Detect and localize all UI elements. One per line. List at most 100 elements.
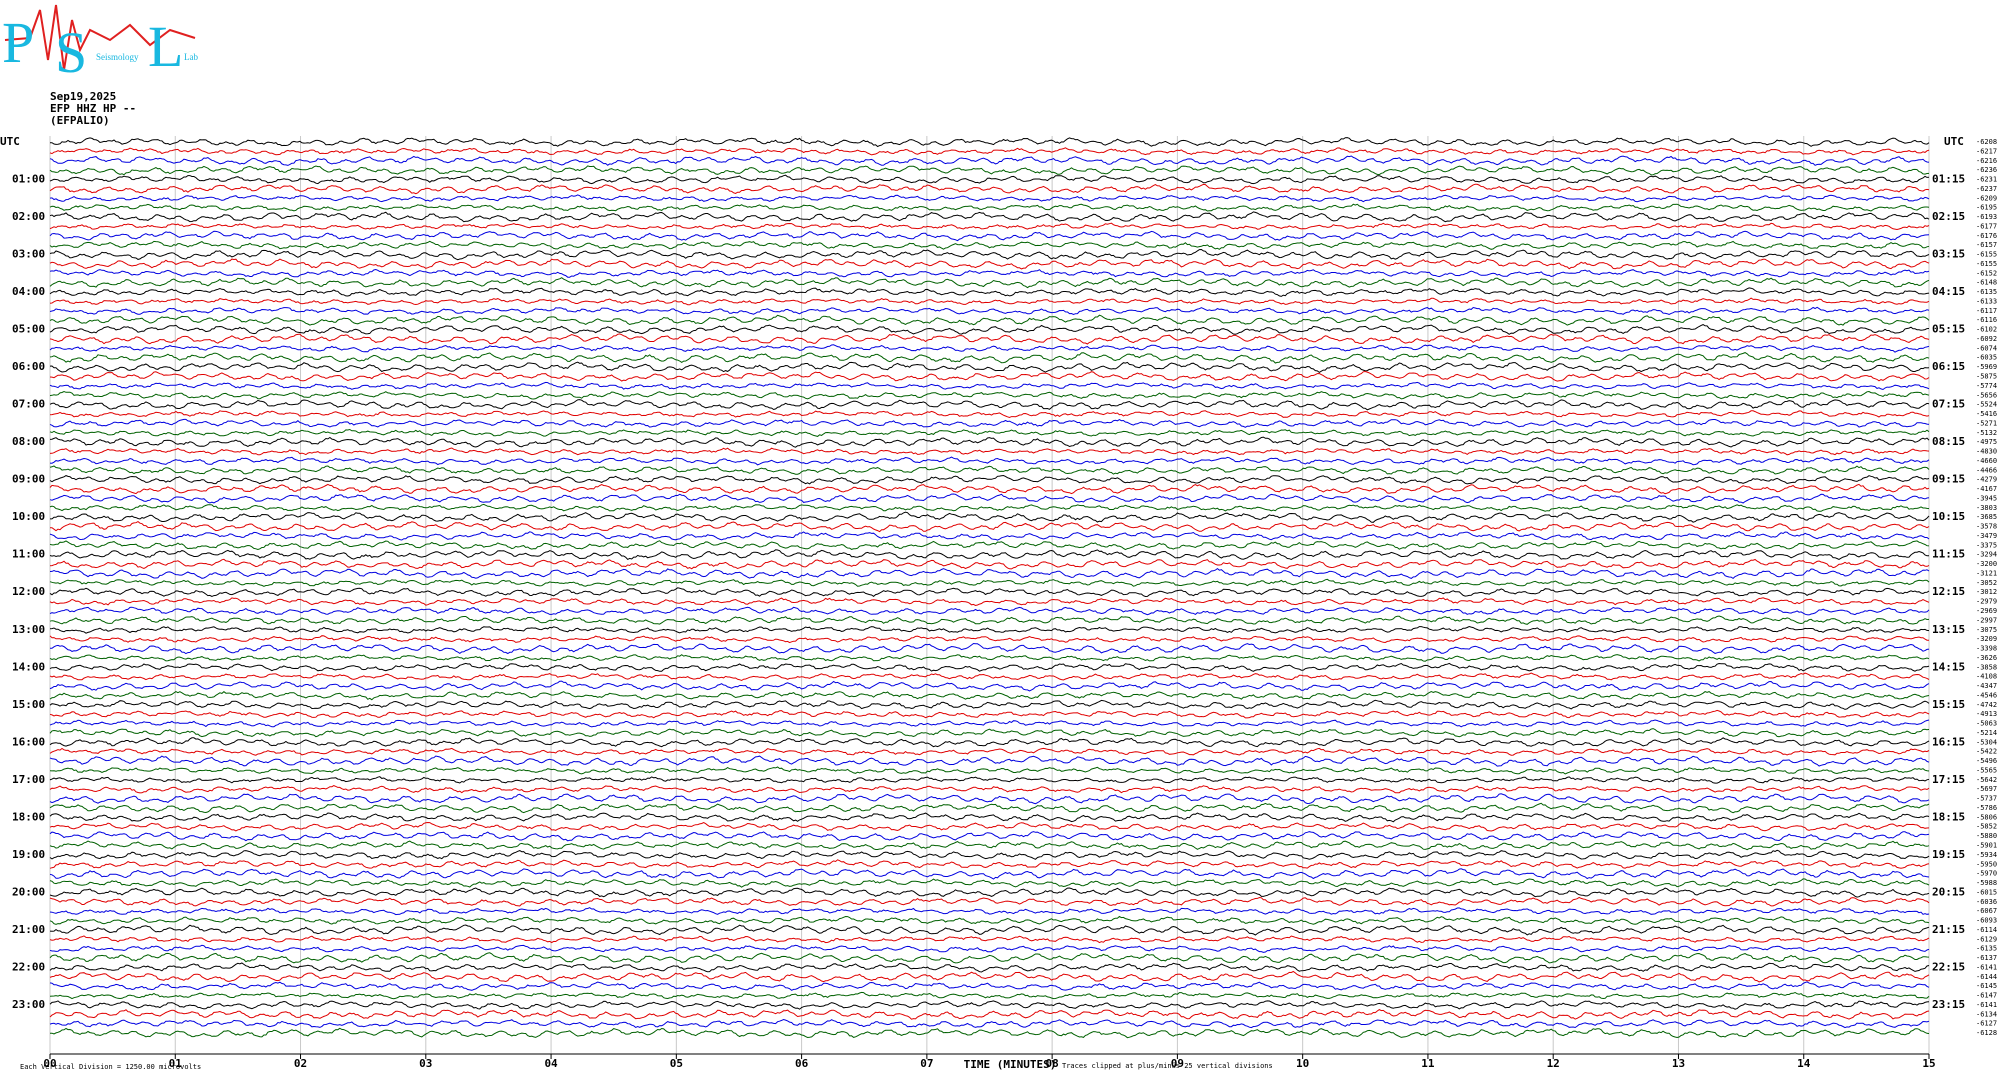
hour-label: 12:00 xyxy=(12,585,45,598)
trace-offset: -3294 xyxy=(1976,551,1997,559)
trace xyxy=(49,915,1930,925)
hour-label: 17:15 xyxy=(1932,773,1965,786)
trace xyxy=(49,203,1930,212)
trace-offset: -3626 xyxy=(1976,654,1997,662)
hour-label: 03:15 xyxy=(1932,248,1965,261)
trace xyxy=(49,211,1930,223)
trace-offset: -6092 xyxy=(1976,335,1997,343)
trace xyxy=(49,381,1930,391)
trace-offset: -5774 xyxy=(1976,382,1997,390)
trace xyxy=(49,944,1930,953)
hour-label: 19:00 xyxy=(12,848,45,861)
trace xyxy=(49,747,1930,756)
trace xyxy=(49,766,1930,775)
hour-label: 03:00 xyxy=(12,248,45,261)
trace-offset: -6147 xyxy=(1976,992,1997,1000)
trace-offset: -5416 xyxy=(1976,410,1997,418)
trace xyxy=(49,859,1930,869)
trace xyxy=(49,578,1930,587)
trace-offset: -6129 xyxy=(1976,935,1997,943)
trace-offset: -5737 xyxy=(1976,795,1997,803)
hour-label: 09:00 xyxy=(12,473,45,486)
logo-letter: L xyxy=(148,14,183,79)
trace xyxy=(49,709,1930,719)
trace xyxy=(49,194,1930,203)
trace xyxy=(49,465,1930,475)
trace xyxy=(49,344,1930,353)
trace xyxy=(49,248,1930,261)
trace-offset: -5988 xyxy=(1976,879,1997,887)
trace xyxy=(49,1009,1930,1020)
trace-offset: -3803 xyxy=(1976,504,1997,512)
x-tick-label: 08 xyxy=(1046,1057,1059,1070)
trace-offset: -6236 xyxy=(1976,166,1997,174)
logo-wave xyxy=(4,4,196,71)
trace-offset: -3209 xyxy=(1976,635,1997,643)
hour-label: 14:00 xyxy=(12,660,45,673)
trace xyxy=(49,642,1930,655)
logo: P S L Seismology Lab xyxy=(2,4,198,85)
trace xyxy=(49,699,1930,710)
trace xyxy=(49,324,1930,335)
trace-offset: -6117 xyxy=(1976,307,1997,315)
hour-label: 04:15 xyxy=(1932,285,1965,298)
left-header: UTC xyxy=(0,135,20,148)
trace-offset: -6152 xyxy=(1976,269,1997,277)
trace-offset: -5901 xyxy=(1976,842,1997,850)
logo-letter: S xyxy=(55,20,87,85)
trace xyxy=(49,390,1930,400)
header-text: EFP HHZ HP -- xyxy=(50,102,136,115)
x-tick-label: 13 xyxy=(1672,1057,1685,1070)
trace xyxy=(49,887,1930,898)
trace xyxy=(49,606,1930,616)
logo-word: Seismology xyxy=(96,52,139,62)
trace xyxy=(49,268,1930,278)
x-axis-label: TIME (MINUTES) xyxy=(964,1058,1057,1071)
trace-offset: -3945 xyxy=(1976,494,1997,502)
trace-offset: -6195 xyxy=(1976,204,1997,212)
trace xyxy=(49,549,1929,561)
x-tick-label: 15 xyxy=(1922,1057,1935,1070)
x-tick-label: 06 xyxy=(795,1057,809,1070)
trace-offset: -5786 xyxy=(1976,804,1997,812)
trace-offset: -5970 xyxy=(1976,870,1997,878)
trace xyxy=(49,952,1930,964)
trace xyxy=(49,924,1930,936)
trace-offset: -6216 xyxy=(1976,157,1997,165)
trace-offset: -6015 xyxy=(1976,888,1997,896)
trace-offset: -5271 xyxy=(1976,419,1997,427)
trace xyxy=(49,849,1930,860)
trace xyxy=(49,868,1930,880)
trace xyxy=(49,755,1930,767)
trace-offset: -6036 xyxy=(1976,898,1997,906)
hour-label: 01:00 xyxy=(12,173,45,186)
hour-label: 17:00 xyxy=(12,773,45,786)
trace-offset: -6134 xyxy=(1976,1010,1997,1018)
trace xyxy=(49,174,1930,185)
hour-label: 11:00 xyxy=(12,548,45,561)
trace xyxy=(49,719,1930,728)
trace xyxy=(49,821,1930,832)
trace xyxy=(49,474,1930,485)
trace xyxy=(49,597,1930,607)
trace-offset: -6176 xyxy=(1976,232,1997,240)
trace xyxy=(49,277,1930,289)
trace-offset: -4347 xyxy=(1976,682,1997,690)
hour-label: 22:15 xyxy=(1932,960,1965,973)
clip-note: Traces clipped at plus/minus 25 vertical… xyxy=(1062,1062,1273,1070)
trace xyxy=(49,531,1930,541)
trace-offset: -6141 xyxy=(1976,963,1997,971)
hour-label: 12:15 xyxy=(1932,585,1965,598)
trace-offset: -6102 xyxy=(1976,326,1997,334)
trace xyxy=(49,812,1930,823)
x-tick-label: 07 xyxy=(920,1057,933,1070)
trace-offset: -5063 xyxy=(1976,720,1997,728)
x-tick-label: 09 xyxy=(1171,1057,1184,1070)
trace-offset: -6133 xyxy=(1976,297,1997,305)
trace xyxy=(49,493,1930,504)
trace-offset: -4279 xyxy=(1976,476,1997,484)
trace xyxy=(49,962,1930,973)
trace xyxy=(49,970,1930,983)
trace-offset: -6093 xyxy=(1976,917,1997,925)
hour-label: 06:00 xyxy=(12,360,45,373)
